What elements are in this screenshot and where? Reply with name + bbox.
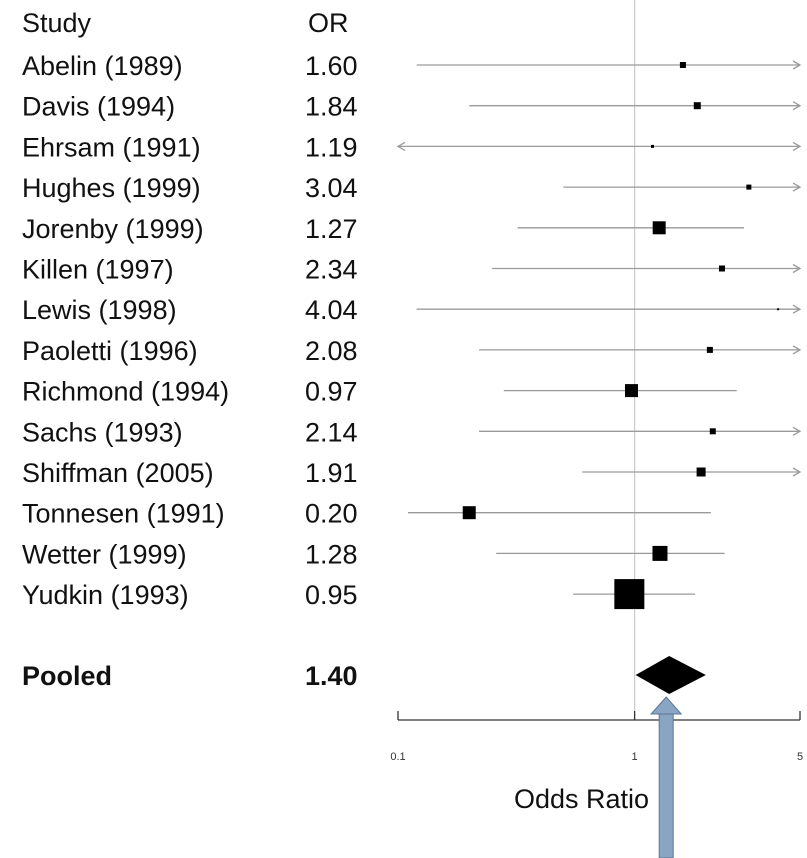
ci-arrow-right xyxy=(792,60,802,70)
study-or-value: 1.60 xyxy=(305,51,358,81)
study-row: Killen (1997) 2.34 xyxy=(22,255,802,285)
annotation-arrow-shaft xyxy=(658,711,674,858)
study-or-value: 1.19 xyxy=(305,132,358,162)
point-estimate-marker xyxy=(709,428,716,435)
ci-arrow-right xyxy=(792,101,802,111)
x-tick-label: 5 xyxy=(797,751,803,763)
study-or-value: 0.20 xyxy=(305,499,358,529)
ci-arrow-right xyxy=(792,345,802,355)
ci-arrow-right xyxy=(792,141,802,151)
study-row: Richmond (1994) 0.97 xyxy=(22,377,737,407)
study-label: Tonnesen (1991) xyxy=(22,499,225,529)
or-column-header: OR xyxy=(308,8,349,38)
point-estimate-marker xyxy=(650,144,654,148)
point-estimate-marker xyxy=(746,184,752,190)
point-estimate-marker xyxy=(718,265,725,272)
study-row: Shiffman (2005) 1.91 xyxy=(22,458,802,488)
study-row: Hughes (1999) 3.04 xyxy=(22,173,802,203)
study-label: Killen (1997) xyxy=(22,255,174,285)
study-row: Sachs (1993) 2.14 xyxy=(22,417,802,447)
study-label: Abelin (1989) xyxy=(22,51,183,81)
annotation-arrow-head xyxy=(650,696,683,715)
study-row: Lewis (1998) 4.04 xyxy=(22,295,802,325)
ci-arrow-right xyxy=(792,304,802,314)
pooled-row: Pooled 1.40 xyxy=(22,656,706,694)
column-headers: Study OR xyxy=(22,8,349,38)
study-or-value: 4.04 xyxy=(305,295,358,325)
study-label: Jorenby (1999) xyxy=(22,214,204,244)
ci-arrow-left xyxy=(396,141,406,151)
study-or-value: 2.14 xyxy=(305,417,358,447)
point-estimate-marker xyxy=(652,545,668,561)
x-axis-title: Odds Ratio xyxy=(514,784,649,814)
ci-arrow-right xyxy=(792,426,802,436)
study-label: Hughes (1999) xyxy=(22,173,201,203)
study-or-value: 3.04 xyxy=(305,173,358,203)
ci-arrow-right xyxy=(792,467,802,477)
study-label: Ehrsam (1991) xyxy=(22,132,201,162)
study-label: Yudkin (1993) xyxy=(22,580,189,610)
point-estimate-marker xyxy=(693,102,701,110)
study-label: Wetter (1999) xyxy=(22,539,187,569)
study-or-value: 1.28 xyxy=(305,539,358,569)
ci-arrow-right xyxy=(792,263,802,274)
ci-arrow-right xyxy=(792,182,802,192)
study-label: Shiffman (2005) xyxy=(22,458,214,488)
x-tick-label: 0.1 xyxy=(390,751,405,763)
point-estimate-marker xyxy=(679,62,686,68)
study-or-value: 2.08 xyxy=(305,336,358,366)
study-or-value: 0.95 xyxy=(305,580,358,610)
study-rows: Abelin (1989) 1.60 Davis (1994) 1.84 Ehrsam … xyxy=(22,51,802,610)
study-row: Tonnesen (1991) 0.20 xyxy=(22,499,711,529)
point-estimate-marker xyxy=(614,579,645,610)
study-or-value: 1.91 xyxy=(305,458,358,488)
study-or-value: 0.97 xyxy=(305,377,358,407)
point-estimate-marker xyxy=(777,308,780,311)
study-row: Yudkin (1993) 0.95 xyxy=(22,579,696,610)
study-label: Paoletti (1996) xyxy=(22,336,198,366)
study-or-value: 1.84 xyxy=(305,92,358,122)
study-or-value: 2.34 xyxy=(305,255,358,285)
x-tick-label: 1 xyxy=(632,751,638,763)
pooled-label: Pooled xyxy=(22,661,112,691)
study-or-value: 1.27 xyxy=(305,214,358,244)
pooled-diamond xyxy=(635,656,706,694)
annotation-arrow xyxy=(650,696,683,858)
point-estimate-marker xyxy=(696,467,706,477)
x-axis: 0.1 1 5 xyxy=(390,711,803,763)
study-row: Abelin (1989) 1.60 xyxy=(22,51,802,81)
study-column-header: Study xyxy=(22,8,92,38)
study-row: Jorenby (1999) 1.27 xyxy=(22,214,745,244)
point-estimate-marker xyxy=(652,221,666,235)
pooled-or-value: 1.40 xyxy=(305,661,358,691)
study-row: Ehrsam (1991) 1.19 xyxy=(22,132,802,162)
study-row: Wetter (1999) 1.28 xyxy=(22,539,725,569)
study-label: Sachs (1993) xyxy=(22,417,183,447)
point-estimate-marker xyxy=(462,506,476,520)
point-estimate-marker xyxy=(706,346,713,353)
study-label: Davis (1994) xyxy=(22,92,175,122)
study-row: Davis (1994) 1.84 xyxy=(22,92,802,122)
study-row: Paoletti (1996) 2.08 xyxy=(22,336,802,366)
study-label: Lewis (1998) xyxy=(22,295,177,325)
point-estimate-marker xyxy=(624,384,638,398)
study-label: Richmond (1994) xyxy=(22,377,229,407)
